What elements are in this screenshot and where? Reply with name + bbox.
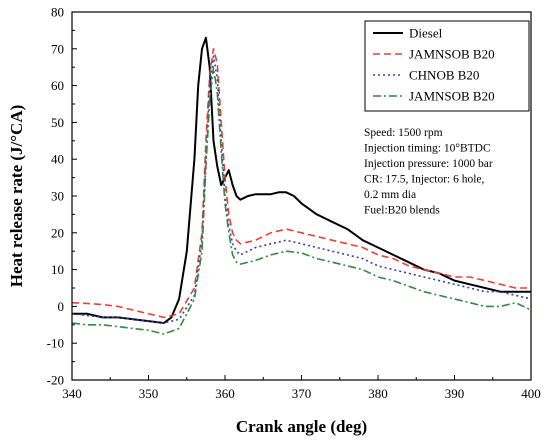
- y-tick-label: -20: [47, 373, 64, 388]
- legend-label-2: JAMNSOB B20: [409, 47, 495, 62]
- series-line-1: [72, 36, 531, 324]
- y-tick-label: 30: [51, 189, 64, 204]
- x-tick-label: 340: [62, 386, 82, 401]
- y-tick-label: 40: [51, 152, 64, 167]
- y-tick-label: 80: [51, 5, 64, 20]
- annotation-line-4: CR: 17.5, Injector: 6 hole,: [364, 174, 485, 186]
- y-tick-label: 20: [51, 225, 64, 240]
- legend: Diesel JAMNSOB B20 CHNOB B20 JAMNSOB B20: [364, 20, 530, 112]
- y-axis-title: Heat release rate (J/°CA): [7, 105, 26, 288]
- x-tick-label: 370: [292, 386, 312, 401]
- legend-label-4: JAMNSOB B20: [409, 89, 495, 104]
- legend-box: [364, 20, 530, 112]
- x-tick-label: 390: [445, 386, 465, 401]
- y-tick-label: -10: [47, 336, 64, 351]
- y-tick-label: 60: [51, 78, 64, 93]
- y-tick-label: 50: [51, 115, 64, 130]
- x-tick-label: 400: [521, 386, 541, 401]
- x-tick-label: 360: [215, 386, 235, 401]
- series-layer: [71, 36, 532, 335]
- x-tick-label: 350: [139, 386, 159, 401]
- annotation-line-1: Speed: 1500 rpm: [364, 127, 443, 139]
- annotation-line-2: Injection timing: 10°BTDC: [364, 143, 491, 155]
- annotation-line-6: Fuel:B20 blends: [364, 205, 440, 217]
- series-line-2: [71, 48, 531, 319]
- ticks-layer: 340 350 360 370 380 390 400 -20 -10 0 10 20 30 40 50 60…: [47, 5, 541, 402]
- y-tick-label: 0: [58, 299, 65, 314]
- annotation-line-5: 0.2 mm dia: [364, 189, 416, 201]
- y-tick-label: 10: [51, 262, 64, 277]
- x-axis-title: Crank angle (deg): [236, 417, 367, 436]
- legend-label-3: CHNOB B20: [409, 68, 479, 83]
- legend-label-1: Diesel: [409, 26, 443, 41]
- series-line-3: [71, 55, 532, 324]
- series-line-4: [71, 66, 532, 335]
- y-tick-label: 70: [51, 41, 64, 56]
- x-tick-label: 380: [368, 386, 388, 401]
- annotation-block: Speed: 1500 rpm Injection timing: 10°BTDC…: [364, 127, 493, 217]
- annotation-line-3: Injection pressure: 1000 bar: [364, 158, 493, 170]
